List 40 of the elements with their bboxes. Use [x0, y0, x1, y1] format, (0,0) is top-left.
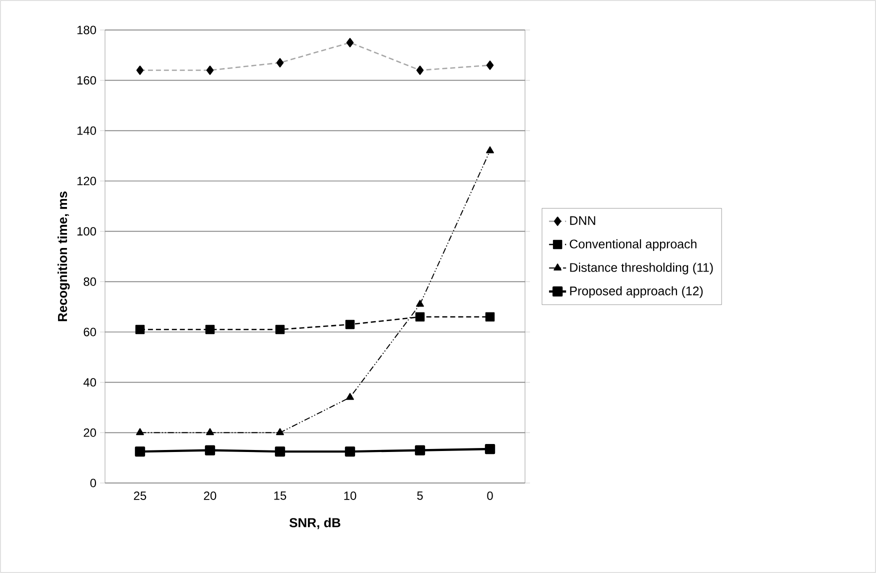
x-tick-label: 10: [344, 492, 356, 500]
y-tick-label: 180: [77, 26, 96, 34]
point: [416, 300, 424, 307]
point: [274, 446, 286, 457]
x-axis-title: SNR, dB: [289, 518, 340, 530]
legend-label: DNN: [570, 216, 596, 225]
legend-label: Proposed approach (12): [570, 286, 703, 298]
point: [275, 324, 285, 334]
point: [414, 445, 426, 456]
point: [205, 324, 215, 334]
y-tick-label: 40: [83, 378, 96, 387]
y-tick-label: 0: [90, 478, 96, 488]
x-tick-label: 5: [417, 492, 423, 500]
y-tick-label: 100: [77, 227, 96, 236]
point: [415, 312, 425, 322]
point: [346, 392, 354, 400]
point: [135, 324, 145, 334]
y-tick-label: 60: [84, 328, 96, 336]
x-tick-label: 25: [134, 492, 146, 500]
y-tick-label: 20: [84, 428, 96, 437]
point: [136, 428, 144, 436]
point: [486, 146, 494, 154]
legend-label: Distance thresholding (11): [570, 262, 713, 274]
y-tick-label: 120: [77, 176, 96, 186]
point: [485, 312, 495, 322]
point: [204, 445, 216, 456]
point: [134, 446, 146, 457]
y-axis-title: Recognition time, ms: [58, 192, 70, 322]
point: [276, 428, 284, 436]
y-tick-label: 160: [77, 76, 96, 85]
x-tick-label: 20: [204, 492, 216, 500]
y-tick-label: 140: [77, 126, 96, 135]
point: [484, 444, 496, 454]
y-tick-label: 80: [84, 277, 96, 286]
x-tick-label: 15: [274, 492, 286, 500]
point: [206, 428, 214, 436]
point: [344, 446, 356, 457]
legend-label: Conventional approach: [570, 239, 696, 251]
x-tick-label: 0: [487, 492, 493, 500]
point: [345, 320, 355, 330]
